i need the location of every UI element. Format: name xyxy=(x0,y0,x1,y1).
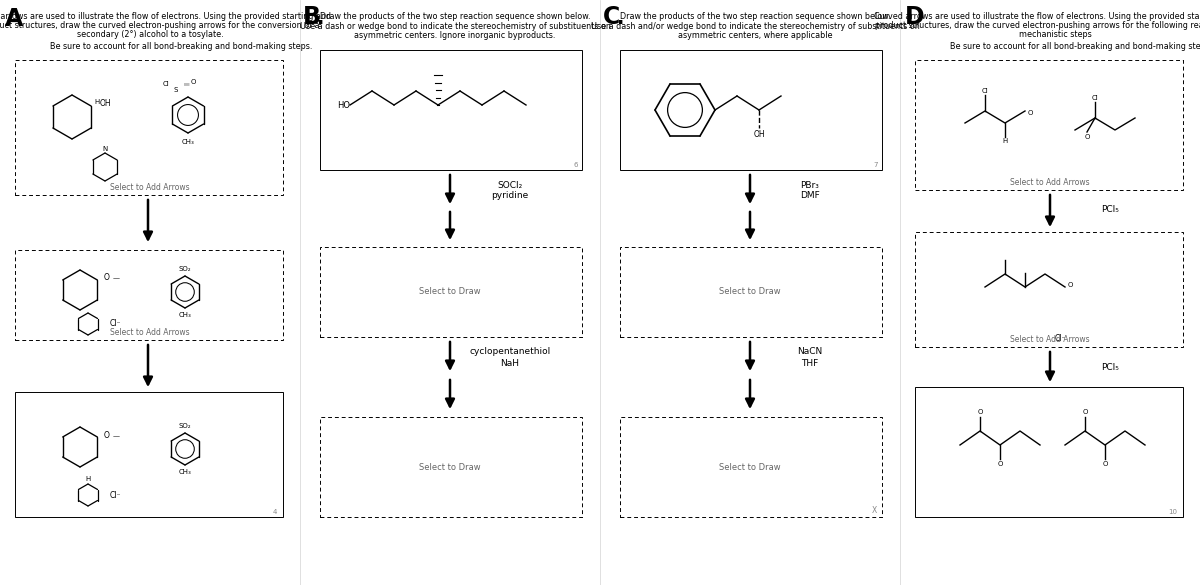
Text: NaCN: NaCN xyxy=(797,347,823,356)
Text: O: O xyxy=(1085,134,1090,140)
Text: O: O xyxy=(1028,110,1033,116)
Text: O: O xyxy=(1068,282,1073,288)
Bar xyxy=(916,232,1183,347)
Text: Be sure to account for all bond-breaking and bond-making steps.: Be sure to account for all bond-breaking… xyxy=(50,42,312,51)
Bar xyxy=(916,387,1183,517)
Text: Select to Draw: Select to Draw xyxy=(419,287,481,297)
Text: Use a dash and/or wedge bond to indicate the stereochemistry of substituents on: Use a dash and/or wedge bond to indicate… xyxy=(590,22,919,31)
Text: O: O xyxy=(1082,409,1087,415)
Text: Draw the products of the two step reaction sequence shown below.: Draw the products of the two step reacti… xyxy=(619,12,890,21)
Text: SOCl₂: SOCl₂ xyxy=(497,181,523,190)
Text: cyclopentanethiol: cyclopentanethiol xyxy=(469,347,551,356)
Text: O: O xyxy=(997,461,1003,467)
Text: Cl⁻: Cl⁻ xyxy=(110,490,121,500)
Text: CH₃: CH₃ xyxy=(179,312,191,318)
Text: B: B xyxy=(302,5,322,29)
Text: 7: 7 xyxy=(874,162,878,168)
Text: Draw the products of the two step reaction sequence shown below.: Draw the products of the two step reacti… xyxy=(319,12,590,21)
Text: Curved arrows are used to illustrate the flow of electrons. Using the provided s: Curved arrows are used to illustrate the… xyxy=(0,12,331,21)
Text: mechanistic steps: mechanistic steps xyxy=(1019,30,1091,39)
Text: PBr₃: PBr₃ xyxy=(800,181,820,190)
Bar xyxy=(620,247,882,337)
Text: H: H xyxy=(94,99,100,105)
Text: asymmetric centers. Ignore inorganic byproducts.: asymmetric centers. Ignore inorganic byp… xyxy=(354,31,556,40)
Text: SO₂: SO₂ xyxy=(179,423,191,429)
Bar xyxy=(14,250,283,340)
Text: 10: 10 xyxy=(1168,509,1177,515)
Text: S: S xyxy=(174,87,178,93)
Text: A: A xyxy=(5,7,23,31)
Bar xyxy=(320,50,582,170)
Text: 6: 6 xyxy=(574,162,578,168)
Text: secondary (2°) alcohol to a tosylate.: secondary (2°) alcohol to a tosylate. xyxy=(77,30,223,39)
Text: Select to Add Arrows: Select to Add Arrows xyxy=(1010,335,1090,344)
Text: C: C xyxy=(604,5,620,29)
Text: O: O xyxy=(104,432,110,441)
Text: H: H xyxy=(85,476,91,482)
Text: asymmetric centers, where applicable: asymmetric centers, where applicable xyxy=(678,31,833,40)
Text: Cl⁻: Cl⁻ xyxy=(110,319,121,329)
Text: Curved arrows are used to illustrate the flow of electrons. Using the provided s: Curved arrows are used to illustrate the… xyxy=(874,12,1200,21)
Bar xyxy=(14,60,283,195)
Bar xyxy=(14,392,283,517)
Text: SO₂: SO₂ xyxy=(179,266,191,272)
Text: Select to Add Arrows: Select to Add Arrows xyxy=(110,183,190,192)
Text: 4: 4 xyxy=(272,509,277,515)
Text: Use a dash or wedge bond to indicate the stereochemistry of substituents on: Use a dash or wedge bond to indicate the… xyxy=(300,22,611,31)
Bar xyxy=(620,417,882,517)
Text: CH₃: CH₃ xyxy=(181,139,194,145)
Text: product structures, draw the curved electron-pushing arrows for the conversion o: product structures, draw the curved elec… xyxy=(0,21,319,30)
Bar xyxy=(320,247,582,337)
Bar xyxy=(320,417,582,517)
Text: Select to Draw: Select to Draw xyxy=(719,287,781,297)
Text: N: N xyxy=(102,146,108,152)
Text: Cl⁻: Cl⁻ xyxy=(1055,334,1066,343)
Text: Cl: Cl xyxy=(982,88,989,94)
Text: Cl: Cl xyxy=(163,81,169,87)
Text: PCl₅: PCl₅ xyxy=(1102,363,1118,371)
Text: PCl₅: PCl₅ xyxy=(1102,205,1118,215)
Text: ||: || xyxy=(184,81,188,85)
Text: .: . xyxy=(617,9,624,28)
Text: O: O xyxy=(1103,461,1108,467)
Text: —: — xyxy=(113,275,120,281)
Text: NaH: NaH xyxy=(500,360,520,369)
Text: O: O xyxy=(977,409,983,415)
Text: Select to Add Arrows: Select to Add Arrows xyxy=(110,328,190,337)
Text: O: O xyxy=(104,274,110,283)
Text: CH₃: CH₃ xyxy=(179,469,191,475)
Text: Select to Add Arrows: Select to Add Arrows xyxy=(1010,178,1090,187)
Text: OH: OH xyxy=(754,130,764,139)
Text: Be sure to account for all bond-breaking and bond-making steps.: Be sure to account for all bond-breaking… xyxy=(950,42,1200,51)
Text: product structures, draw the curved electron-pushing arrows for the following re: product structures, draw the curved elec… xyxy=(875,21,1200,30)
Text: Select to Draw: Select to Draw xyxy=(419,463,481,472)
Text: DMF: DMF xyxy=(800,191,820,201)
Text: OH: OH xyxy=(100,98,112,108)
Bar xyxy=(916,60,1183,190)
Text: THF: THF xyxy=(802,360,818,369)
Bar xyxy=(620,50,882,170)
Text: D: D xyxy=(905,5,925,29)
Text: X: X xyxy=(871,506,877,515)
Text: pyridine: pyridine xyxy=(491,191,529,201)
Text: —: — xyxy=(113,433,120,439)
Text: O: O xyxy=(191,79,196,85)
Text: Cl: Cl xyxy=(1092,95,1098,101)
Text: H: H xyxy=(1002,138,1008,144)
Text: .: . xyxy=(317,9,324,28)
Text: Select to Draw: Select to Draw xyxy=(719,463,781,472)
Text: HO: HO xyxy=(337,101,350,109)
